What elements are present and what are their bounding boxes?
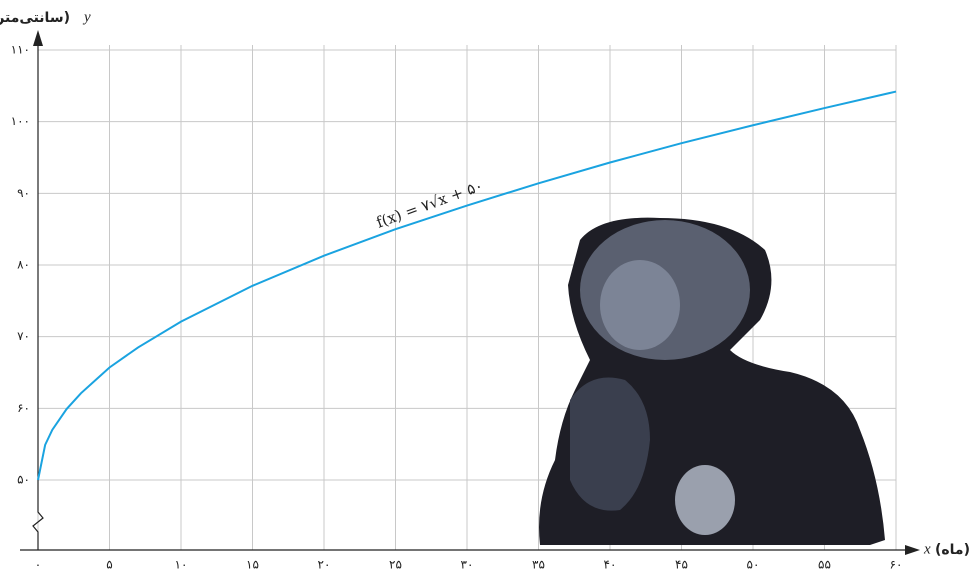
x-tick-label: ۴۵: [675, 558, 688, 572]
x-axis-label: (ماه): [935, 542, 970, 558]
x-tick-label: ۴۰: [604, 558, 617, 572]
x-tick-label: ۳۰: [461, 558, 474, 572]
x-tick-label: ۱۰: [175, 558, 188, 572]
y-axis: [32, 42, 44, 550]
child-photo: [539, 217, 885, 545]
y-tick-label: ۱۰۰: [11, 114, 30, 128]
x-tick-label: ۶۰: [890, 558, 903, 572]
y-tick-label: ۸۰: [17, 258, 30, 272]
y-tick-label: ۷۰: [17, 329, 30, 343]
y-tick-label: ۶۰: [17, 401, 30, 415]
x-tick-label: ۵۰: [747, 558, 760, 572]
x-tick-label: ۰: [35, 558, 41, 572]
y-axis-letter: y: [82, 9, 91, 25]
x-tick-label: ۲۵: [389, 558, 402, 572]
y-axis-label: (سانتی‌متر): [0, 10, 70, 26]
x-tick-label: ۲۰: [318, 558, 331, 572]
y-tick-label: ۵۰: [17, 473, 30, 487]
x-tick-label: ۱۵: [246, 558, 259, 572]
y-tick-label: ۹۰: [17, 186, 30, 200]
x-tick-label: ۳۵: [532, 558, 545, 572]
x-axis-letter: x: [923, 541, 931, 557]
x-axis-arrow: [905, 545, 920, 555]
y-axis-arrow: [33, 30, 43, 46]
x-tick-label: ۵: [106, 558, 112, 572]
curve: [37, 90, 897, 481]
y-tick-label: ۱۱۰: [11, 43, 30, 57]
x-tick-label: ۵۵: [818, 558, 831, 572]
